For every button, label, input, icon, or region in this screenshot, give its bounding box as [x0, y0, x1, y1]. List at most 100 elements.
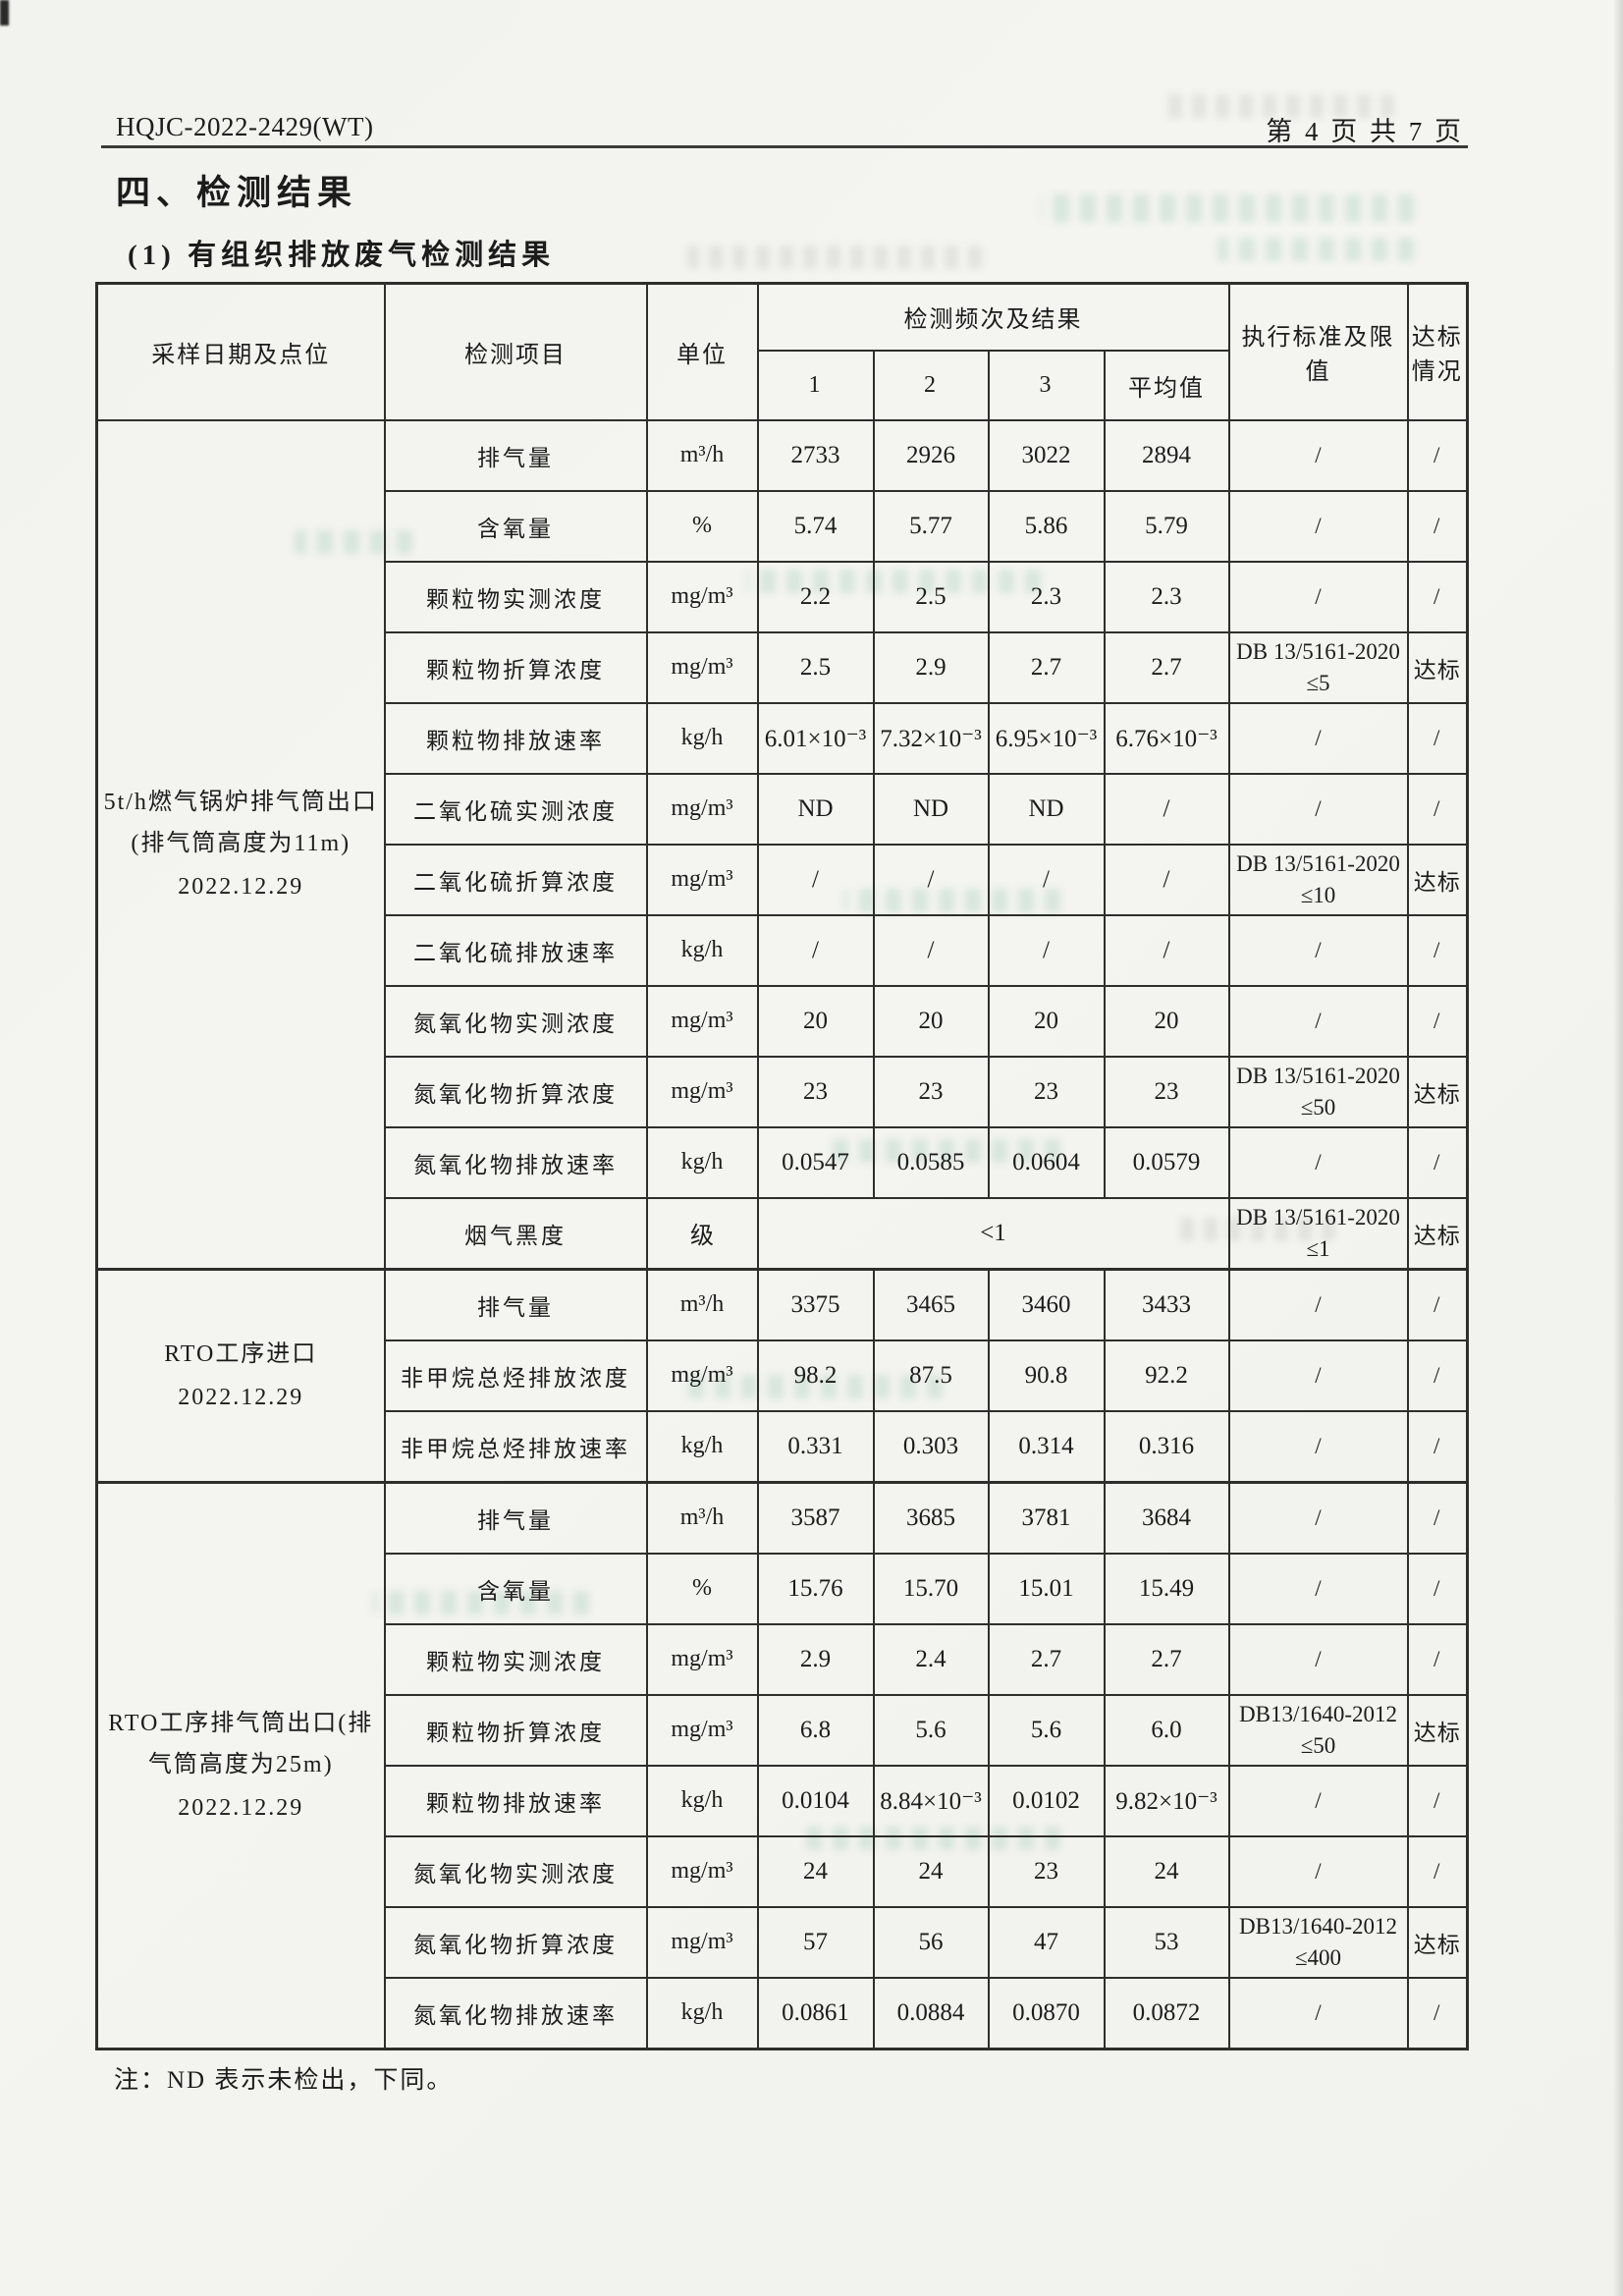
cell-standard: / [1227, 1267, 1409, 1341]
cell-standard: / [1227, 1339, 1409, 1412]
cell-location: RTO工序进口 2022.12.29 [95, 1267, 386, 1483]
cell-compliance: / [1406, 1267, 1469, 1341]
cell-location: 5t/h燃气锅炉排气筒出口(排气筒高度为11m) 2022.12.29 [95, 418, 386, 1270]
cell-standard: / [1227, 1622, 1409, 1696]
cell-run2-value: 2.9 [872, 630, 990, 704]
cell-item: 二氧化硫实测浓度 [383, 772, 648, 846]
table-row: 氮氧化物折算浓度 mg/m³ 57 56 47 53 DB13/1640-2012 ≤400 达… [97, 1905, 1469, 1979]
col-header-standard: 执行标准及限值 [1227, 282, 1409, 421]
cell-average-value: 6.76×10⁻³ [1103, 701, 1230, 775]
cell-compliance: / [1406, 1834, 1469, 1908]
cell-run1-value: 24 [756, 1834, 875, 1908]
col-header-sample: 采样日期及点位 [95, 282, 386, 421]
table-row: 颗粒物实测浓度 mg/m³ 2.2 2.5 2.3 2.3// [97, 560, 1469, 633]
cell-unit: % [645, 489, 759, 563]
scan-edge-shadow [1613, 0, 1623, 2296]
cell-item: 烟气黑度 [383, 1196, 648, 1270]
cell-unit: mg/m³ [645, 1339, 759, 1412]
header-rule [101, 145, 1468, 148]
cell-run3-value: 23 [987, 1834, 1106, 1908]
cell-run1-value: 2.2 [756, 560, 875, 633]
cell-run2-value: 8.84×10⁻³ [872, 1764, 990, 1837]
cell-run2-value: / [872, 843, 990, 916]
cell-compliance: / [1406, 701, 1469, 775]
cell-item: 含氧量 [383, 489, 648, 563]
table-row: 氮氧化物排放速率 kg/h 0.0861 0.0884 0.0870 0.0872 / / [97, 1976, 1469, 2050]
cell-standard: / [1227, 1764, 1409, 1837]
cell-unit: kg/h [645, 913, 759, 987]
standard-line: / [1315, 1787, 1322, 1813]
col-header-compliance: 达标情况 [1406, 282, 1469, 421]
cell-item: 颗粒物折算浓度 [383, 1693, 648, 1767]
cell-compliance: / [1406, 772, 1469, 846]
cell-average-value: 0.316 [1103, 1409, 1230, 1483]
table-row: RTO工序进口 2022.12.29 排气量 m³/h 3375 3465 3460 3433… [95, 1267, 1469, 1483]
cell-standard: / [1227, 913, 1409, 987]
table-row: RTO工序排气筒出口(排气筒高度为25m) 2022.12.29 排气量 m³/h 35… [95, 1480, 1469, 2050]
cell-standard: DB 13/5161-2020 ≤50 [1227, 1055, 1409, 1128]
col-header-unit: 单位 [645, 282, 759, 421]
cell-unit: kg/h [645, 1764, 759, 1837]
table-row: 含氧量% 5.74 5.77 5.86 5.79 / / [97, 489, 1469, 563]
table-row: 颗粒物实测浓度 mg/m³ 2.9 2.4 2.7 2.7// [97, 1622, 1469, 1696]
cell-standard: / [1227, 1552, 1409, 1625]
cell-compliance: / [1406, 913, 1469, 987]
cell-run2-value: 0.303 [872, 1409, 990, 1483]
cell-standard: / [1227, 560, 1409, 633]
cell-unit: kg/h [645, 701, 759, 775]
cell-unit: mg/m³ [645, 984, 759, 1058]
col-header-run1: 1 [756, 349, 875, 421]
cell-compliance: / [1406, 1480, 1469, 1555]
cell-run1-value: / [756, 913, 875, 987]
cell-compliance: / [1406, 1409, 1469, 1483]
standard-line: DB 13/5161-2020 [1236, 851, 1400, 877]
table-row: 二氧化硫折算浓度 mg/m³ / / / / DB 13/5161-2020 ≤10 达标 [97, 843, 1469, 916]
cell-average-value: 15.49 [1103, 1552, 1230, 1625]
cell-average-value: / [1103, 772, 1230, 846]
location-text: RTO工序进口 [164, 1340, 318, 1367]
cell-item: 颗粒物排放速率 [383, 1764, 648, 1837]
cell-run3-value: 3781 [987, 1480, 1106, 1555]
cell-run2-value: 2.4 [872, 1622, 990, 1696]
standard-line: / [1315, 442, 1322, 467]
cell-unit: mg/m³ [645, 560, 759, 633]
col-header-frequency-group: 检测频次及结果 [756, 282, 1230, 352]
cell-run1-value: ND [756, 772, 875, 846]
cell-run3-value: 5.6 [987, 1693, 1106, 1767]
table-row: 二氧化硫实测浓度 mg/m³ ND ND ND / / / [97, 772, 1469, 846]
cell-run3-value: 0.314 [987, 1409, 1106, 1483]
cell-compliance: / [1406, 1552, 1469, 1625]
cell-run2-value: 87.5 [872, 1339, 990, 1412]
cell-item: 排气量 [383, 1480, 648, 1555]
cell-run1-value: 15.76 [756, 1552, 875, 1625]
cell-run1-value: 3375 [756, 1267, 875, 1341]
cell-run1-value: 0.331 [756, 1409, 875, 1483]
cell-run1-value: / [756, 843, 875, 916]
page-number: 第 4 页 共 7 页 [1266, 117, 1464, 146]
standard-line: / [1315, 795, 1322, 821]
cell-run3-value: 2.3 [987, 560, 1106, 633]
cell-unit: mg/m³ [645, 1693, 759, 1767]
standard-line: / [1315, 1575, 1322, 1601]
standard-line: / [1315, 1999, 1322, 2025]
cell-run1-value: 5.74 [756, 489, 875, 563]
table-row: 非甲烷总烃排放浓度 mg/m³ 98.2 87.5 90.8 92.2 / / [97, 1339, 1469, 1412]
cell-run3-value: 0.0102 [987, 1764, 1106, 1837]
cell-run2-value: 56 [872, 1905, 990, 1979]
cell-unit: mg/m³ [645, 843, 759, 916]
cell-item: 含氧量 [383, 1552, 648, 1625]
standard-line: / [1315, 583, 1322, 609]
cell-merged-value: <1 [756, 1196, 1230, 1270]
cell-average-value: 6.0 [1103, 1693, 1230, 1767]
cell-standard: / [1227, 772, 1409, 846]
cell-run2-value: / [872, 913, 990, 987]
table-row: 氮氧化物实测浓度 mg/m³ 24 24 23 24// [97, 1834, 1469, 1908]
cell-run3-value: ND [987, 772, 1106, 846]
col-header-run2: 2 [872, 349, 990, 421]
cell-average-value: 92.2 [1103, 1339, 1230, 1412]
cell-compliance: 达标 [1406, 1055, 1469, 1128]
standard-line: ≤1 [1306, 1235, 1330, 1261]
report-number: HQJC-2022-2429(WT) [116, 112, 374, 141]
cell-run1-value: 0.0861 [756, 1976, 875, 2050]
cell-average-value: 24 [1103, 1834, 1230, 1908]
